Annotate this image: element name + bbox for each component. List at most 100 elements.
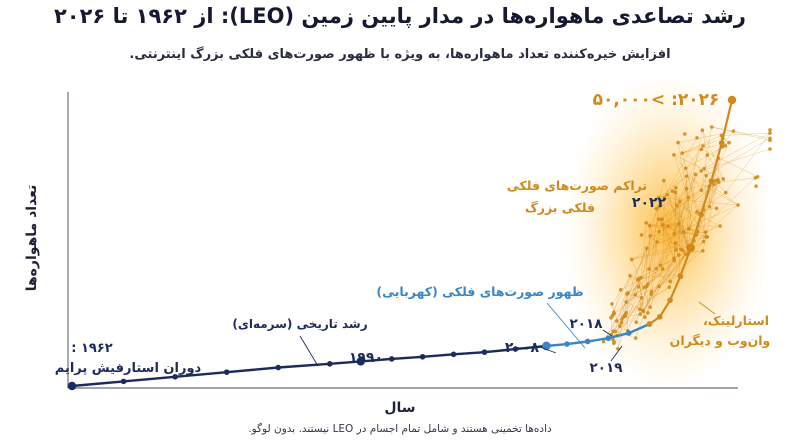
constellation-link	[721, 132, 771, 136]
constellation-satellite	[673, 186, 678, 190]
constellation-satellite	[612, 340, 617, 344]
constellation-link	[658, 206, 675, 261]
data-point	[605, 335, 612, 342]
constellation-link	[648, 219, 663, 270]
constellation-satellite	[753, 176, 758, 180]
constellation-link	[644, 248, 690, 288]
constellation-satellite	[736, 203, 740, 207]
constellation-link	[629, 275, 645, 288]
constellation-link	[675, 228, 690, 251]
data-point	[584, 338, 591, 345]
constellation-link	[695, 174, 739, 206]
constellation-link	[673, 154, 689, 198]
data-point	[223, 369, 230, 375]
constellation-satellite	[712, 182, 716, 187]
constellation-link	[648, 268, 671, 282]
constellation-satellite	[625, 292, 629, 296]
constellation-satellite	[609, 316, 613, 320]
constellation-link	[658, 197, 691, 248]
x-axis-label: سال	[384, 400, 415, 416]
constellation-satellite	[727, 140, 731, 145]
constellation-satellite	[768, 131, 772, 135]
constellation-link	[686, 176, 691, 248]
constellation-satellite	[701, 239, 706, 244]
constellation-link	[646, 231, 685, 287]
constellation-satellite	[674, 248, 678, 252]
constellation-link	[702, 130, 708, 156]
annotation-mega-1: تراکم صورت‌های فلکی	[507, 178, 647, 193]
annotation-final: ۲۰۲۶: >۵۰,۰۰۰	[593, 90, 720, 110]
constellation-link	[631, 249, 677, 260]
constellation-satellite	[667, 285, 672, 290]
constellation-link	[703, 175, 707, 242]
constellation-satellite	[638, 312, 643, 316]
constellation-link	[640, 222, 647, 278]
constellation-link	[640, 274, 680, 278]
constellation-link	[658, 197, 675, 234]
constellation-link	[611, 241, 658, 305]
constellation-link	[656, 241, 704, 269]
constellation-satellite	[684, 174, 689, 178]
constellation-satellite	[633, 292, 638, 297]
constellation-satellite	[699, 169, 704, 173]
annotation-y2018: ۲۰۱۸	[570, 316, 604, 332]
constellation-satellite	[657, 284, 661, 289]
leader-constellation	[546, 302, 586, 349]
constellation-link	[649, 225, 663, 270]
constellation-link	[650, 241, 704, 295]
constellation-satellite	[675, 203, 679, 208]
constellation-satellite	[683, 252, 688, 257]
constellation-link	[675, 240, 695, 251]
constellation-link	[673, 154, 724, 180]
constellation-satellite	[673, 241, 678, 245]
constellation-link	[663, 180, 690, 249]
constellation-link	[701, 126, 712, 191]
constellation-link	[620, 268, 663, 291]
constellation-satellite	[647, 223, 652, 228]
constellation-satellite	[642, 285, 647, 290]
constellation-satellite	[644, 246, 649, 251]
data-point	[356, 357, 365, 366]
constellation-link	[718, 177, 756, 183]
constellation-link	[685, 145, 726, 169]
constellation-satellite	[666, 224, 670, 229]
constellation-link	[676, 205, 684, 251]
constellation-link	[686, 175, 739, 206]
data-point	[646, 321, 653, 327]
annotation-constellation: ظهور صورت‌های فلکی (کهربایی)	[376, 284, 583, 299]
constellation-satellite	[721, 177, 726, 181]
constellation-satellite	[611, 329, 615, 334]
constellation-satellite	[718, 224, 722, 228]
constellation-link	[659, 197, 689, 266]
constellation-satellite	[672, 231, 677, 236]
constellation-link	[706, 138, 771, 176]
constellation-link	[646, 286, 649, 313]
constellation-satellite	[638, 307, 642, 312]
constellation-satellite	[636, 285, 641, 289]
constellation-link	[631, 259, 651, 308]
constellation-link	[658, 197, 739, 206]
constellation-link	[627, 218, 659, 293]
constellation-link	[658, 232, 706, 287]
constellation-link	[685, 168, 707, 237]
data-point	[512, 346, 519, 352]
constellation-link	[639, 286, 648, 310]
constellation-link	[711, 126, 771, 139]
constellation-link	[649, 180, 665, 236]
constellation-satellite	[700, 128, 705, 133]
data-point	[172, 373, 178, 380]
constellation-satellite	[723, 143, 728, 148]
constellation-satellite	[647, 267, 651, 271]
constellation-link	[636, 284, 649, 323]
constellation-satellite	[683, 166, 688, 171]
constellation-satellite	[682, 230, 686, 234]
annotation-mega-2: فلکی بزرگ	[525, 199, 595, 215]
constellation-link	[625, 301, 640, 310]
constellation-satellite	[629, 257, 634, 262]
leader-y2008	[539, 346, 557, 354]
constellation-link	[688, 178, 724, 198]
data-point	[67, 381, 77, 391]
constellation-link	[611, 303, 621, 327]
constellation-link	[709, 158, 719, 207]
constellation-satellite	[699, 147, 704, 152]
